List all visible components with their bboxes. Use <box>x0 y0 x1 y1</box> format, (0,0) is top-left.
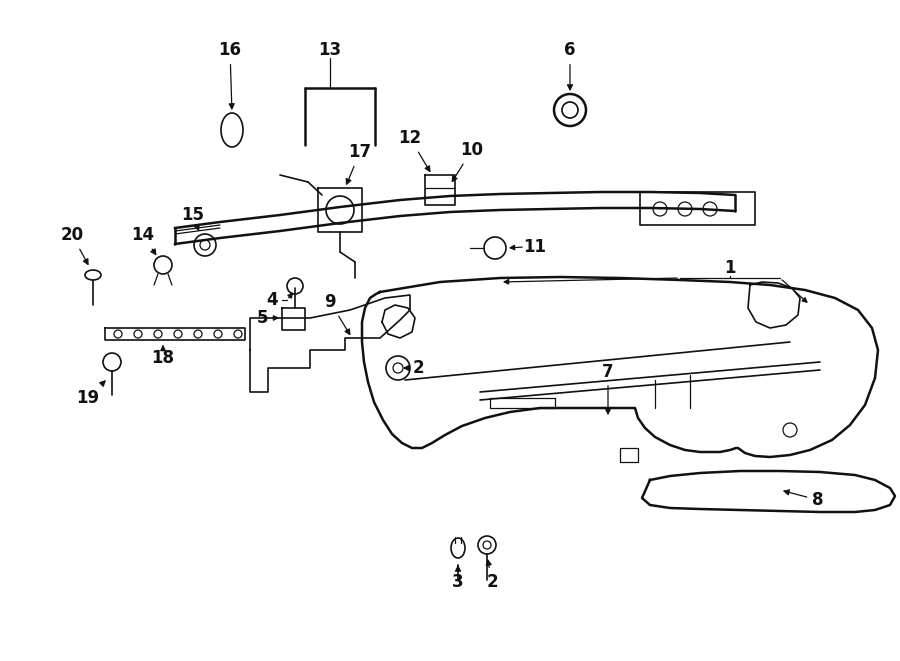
Text: 20: 20 <box>60 226 88 264</box>
Text: 4: 4 <box>266 291 278 309</box>
Text: 13: 13 <box>319 41 342 59</box>
Text: 17: 17 <box>346 143 372 184</box>
Text: 7: 7 <box>602 363 614 381</box>
Text: 5: 5 <box>257 309 269 327</box>
Text: 1: 1 <box>724 259 736 277</box>
Text: 10: 10 <box>452 141 483 182</box>
Text: 14: 14 <box>131 226 156 254</box>
Text: 9: 9 <box>324 293 350 334</box>
Text: 12: 12 <box>399 129 430 171</box>
Text: 19: 19 <box>76 381 105 407</box>
Text: 6: 6 <box>564 41 576 90</box>
Text: 2: 2 <box>486 560 498 591</box>
Text: 18: 18 <box>151 349 175 367</box>
Text: 3: 3 <box>452 566 464 591</box>
Text: 15: 15 <box>182 206 204 230</box>
Text: 2: 2 <box>404 359 424 377</box>
Text: 11: 11 <box>524 238 546 256</box>
Text: 16: 16 <box>219 41 241 109</box>
Text: 8: 8 <box>784 490 824 509</box>
